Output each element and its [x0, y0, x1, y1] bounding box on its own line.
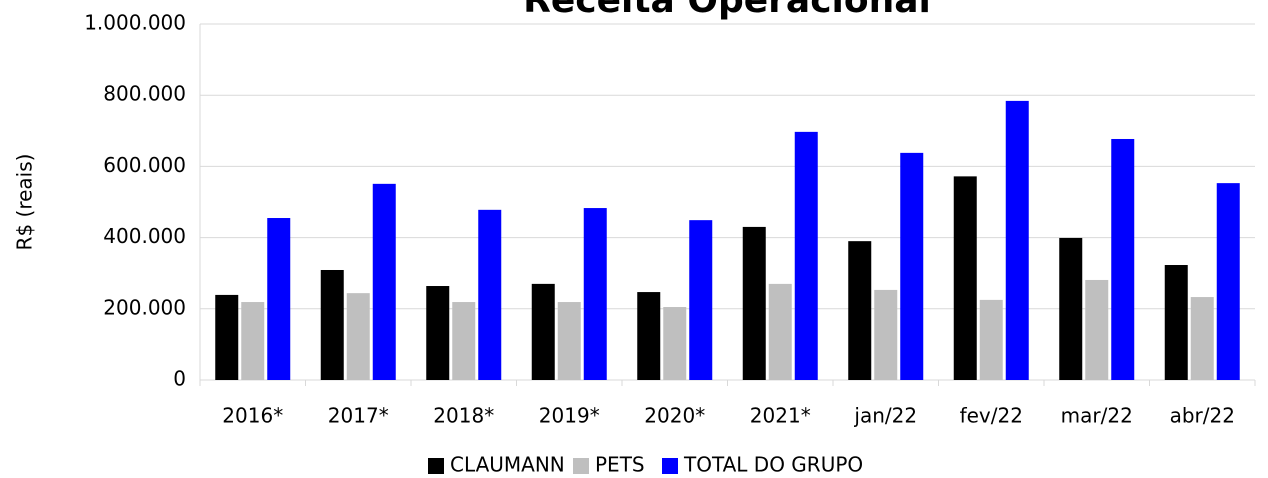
bar — [1190, 297, 1214, 380]
x-tick-label: 2021* — [750, 404, 811, 428]
bar — [953, 176, 977, 380]
bar — [742, 226, 766, 380]
bar — [372, 183, 396, 380]
legend-label: PETS — [595, 453, 645, 477]
x-tick-label: 2019* — [539, 404, 600, 428]
x-tick-label: mar/22 — [1061, 404, 1133, 428]
bar — [557, 302, 581, 380]
legend-swatch — [573, 458, 589, 474]
bar — [267, 218, 291, 380]
x-tick-label: 2020* — [644, 404, 705, 428]
legend-label: CLAUMANN — [450, 453, 565, 477]
x-tick-label: 2018* — [433, 404, 494, 428]
bar — [426, 286, 450, 380]
bar — [1059, 237, 1083, 380]
bar — [874, 289, 898, 380]
y-tick-label: 200.000 — [103, 295, 186, 319]
bar — [637, 292, 661, 380]
y-tick-label: 0 — [173, 367, 186, 391]
y-tick-label: 800.000 — [103, 82, 186, 106]
y-tick-label: 400.000 — [103, 224, 186, 248]
bar — [531, 283, 555, 380]
y-axis-title: R$ (reais) — [13, 154, 37, 251]
x-tick-label: jan/22 — [853, 404, 917, 428]
chart-title: Receita Operacional — [523, 0, 931, 21]
bar — [663, 307, 687, 380]
y-tick-label: 600.000 — [103, 153, 186, 177]
bar — [1111, 138, 1135, 380]
bar — [346, 293, 370, 380]
bar — [1164, 265, 1188, 380]
bar — [900, 152, 924, 380]
bar — [979, 299, 1003, 380]
x-tick-label: 2016* — [222, 404, 283, 428]
bar — [768, 283, 792, 380]
x-tick-label: fev/22 — [960, 404, 1023, 428]
bar — [241, 302, 265, 380]
bar — [1005, 100, 1029, 381]
legend-swatch — [662, 458, 678, 474]
bar — [215, 294, 239, 380]
bar — [794, 131, 818, 380]
bar — [478, 209, 502, 380]
y-tick-label: 1.000.000 — [84, 11, 186, 35]
bar — [848, 241, 872, 380]
legend-swatch — [428, 458, 444, 474]
legend-label: TOTAL DO GRUPO — [683, 453, 863, 477]
x-tick-label: abr/22 — [1170, 404, 1235, 428]
bar — [1085, 279, 1109, 380]
bar — [689, 220, 713, 380]
x-tick-label: 2017* — [328, 404, 389, 428]
bar — [452, 302, 476, 380]
bar — [1216, 183, 1240, 380]
bar — [583, 208, 607, 380]
bar — [320, 269, 344, 380]
